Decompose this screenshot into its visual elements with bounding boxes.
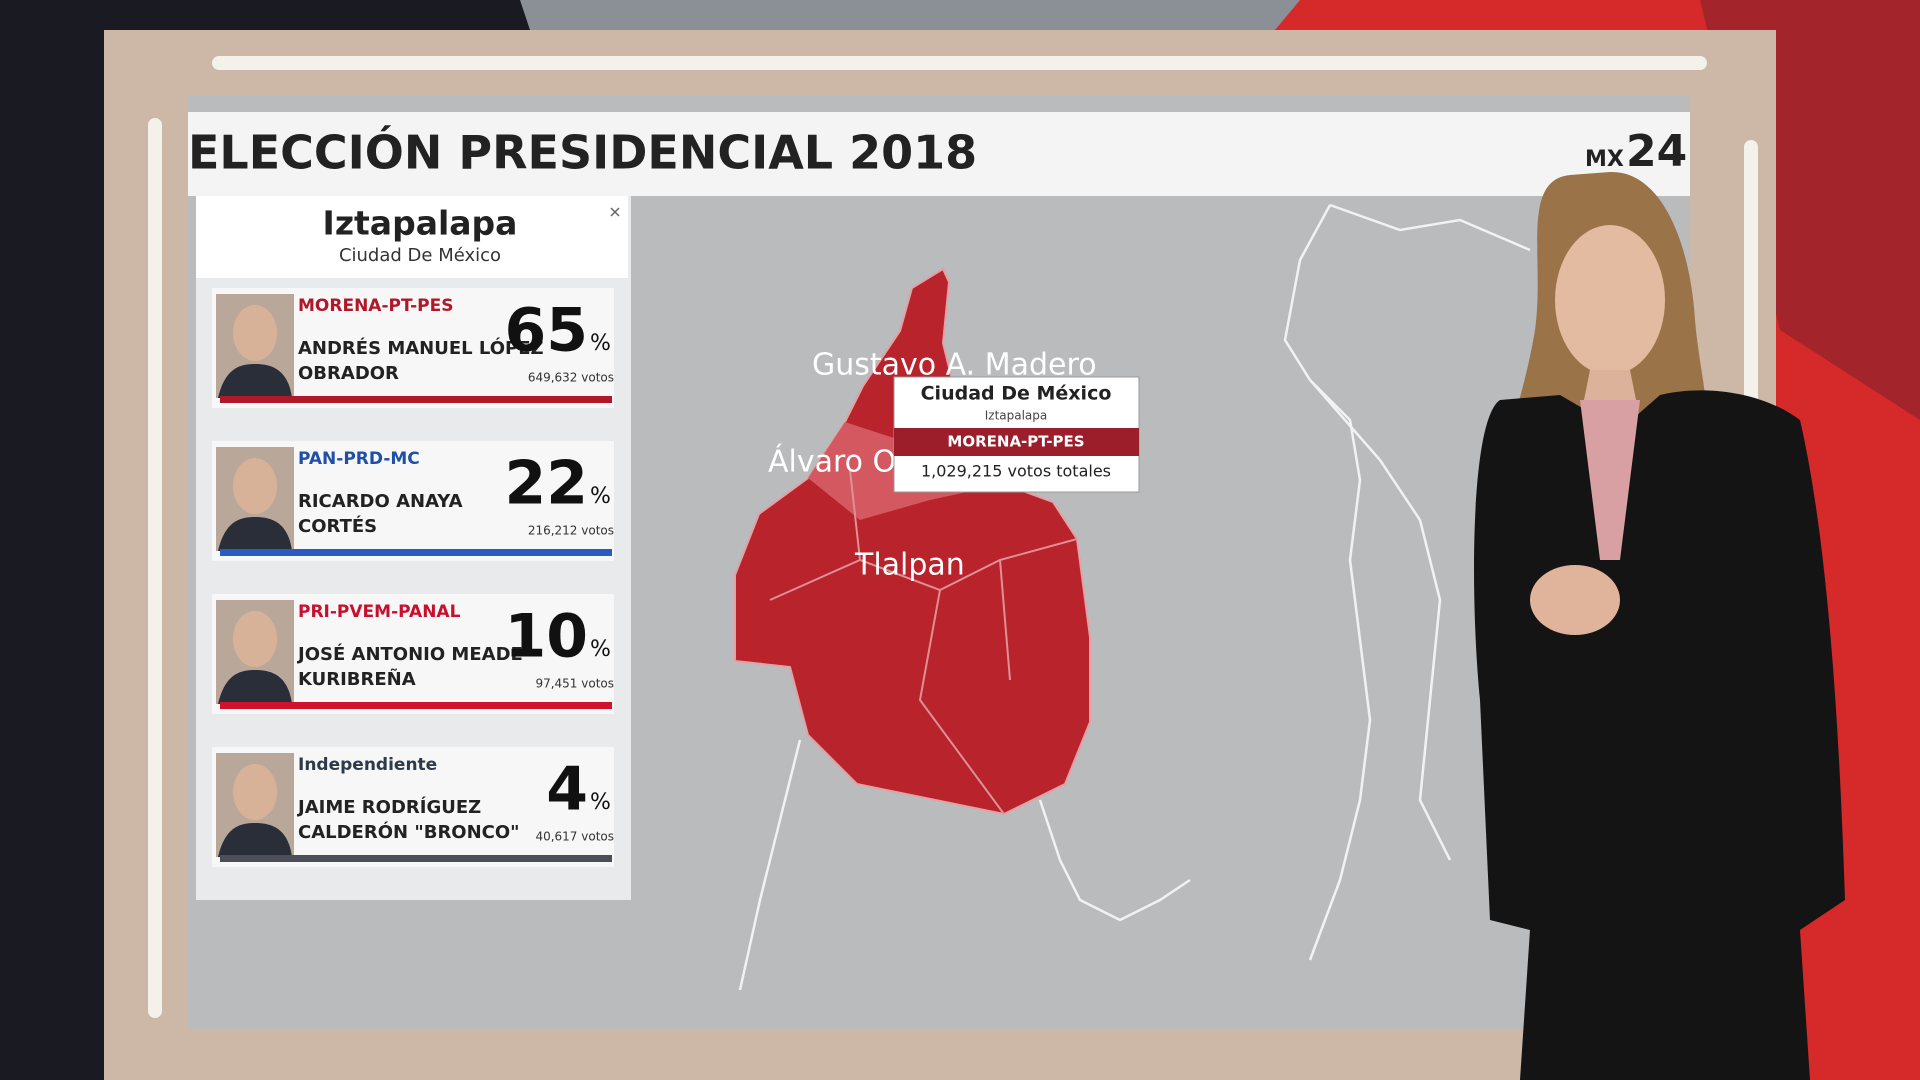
close-icon[interactable] [610, 207, 620, 217]
jacket [1474, 390, 1845, 1080]
candidate-name: JAIME RODRÍGUEZ [296, 796, 481, 818]
borough-borders [769, 469, 1078, 815]
header-bar [188, 112, 1690, 196]
header-title: ELECCIÓN PRESIDENCIAL 2018 [188, 126, 977, 180]
result-bar [220, 396, 612, 403]
hands [1530, 565, 1620, 635]
percent-unit: % [590, 331, 611, 356]
party: PAN-PRD-MC [298, 449, 420, 469]
percent-unit: % [590, 790, 611, 815]
presenter [1474, 171, 1845, 1080]
result-bar [220, 549, 612, 556]
candidate-card: PAN-PRD-MC RICARDO ANAYA CORTÉS 22 % 216,212 … [212, 441, 614, 561]
photo-suit [218, 364, 292, 398]
blouse [1580, 400, 1640, 560]
candidate-card: PRI-PVEM-PANAL JOSÉ ANTONIO MEADEKURIBREÑ… [212, 594, 614, 714]
tooltip-party-bg [894, 428, 1139, 456]
party: PRI-PVEM-PANAL [298, 602, 461, 622]
party: Independiente [298, 755, 437, 775]
photo-face [233, 305, 277, 361]
result-bar [220, 855, 612, 862]
photo-suit [218, 823, 292, 857]
map-label: Tlalpan [854, 548, 965, 583]
tooltip-party: MORENA-PT-PES [947, 433, 1084, 451]
logo-prefix: MX [1585, 147, 1624, 172]
votes: 40,617 votos [535, 830, 614, 844]
percent: 4 [546, 755, 588, 825]
results-panel: Iztapalapa Ciudad De México MORENA-PT-PE… [196, 196, 631, 900]
percent-unit: % [590, 637, 611, 662]
candidate-name: KURIBREÑA [298, 667, 416, 690]
tooltip: Ciudad De México Iztapalapa MORENA-PT-PE… [893, 376, 1140, 493]
result-bar [220, 702, 612, 709]
photo-suit [218, 517, 292, 551]
percent: 10 [505, 602, 589, 672]
candidate-card: Independiente JAIME RODRÍGUEZ CALDERÓN "BR… [212, 747, 614, 867]
logo-number: 24 [1626, 126, 1687, 177]
candidate-name: JOSÉ ANTONIO MEADE [296, 643, 523, 665]
light-strip [148, 118, 162, 1018]
percent: 22 [505, 449, 589, 519]
party: MORENA-PT-PES [298, 296, 453, 316]
votes: 216,212 votos [528, 524, 614, 538]
candidate-card: MORENA-PT-PES ANDRÉS MANUEL LÓPEZ OBRADOR 6… [212, 288, 614, 408]
percent: 65 [505, 296, 589, 366]
tooltip-total: 1,029,215 votos totales [921, 462, 1111, 481]
tooltip-title: Ciudad De México [921, 383, 1112, 405]
votes: 97,451 votos [535, 677, 614, 691]
light-strip [212, 56, 1707, 70]
photo-face [233, 611, 277, 667]
panel-title: Iztapalapa [323, 204, 518, 243]
candidate-name: OBRADOR [298, 363, 399, 384]
candidate-name: CALDERÓN "BRONCO" [298, 821, 520, 843]
panel-header [196, 196, 628, 278]
photo-face [233, 458, 277, 514]
panel-subtitle: Ciudad De México [339, 245, 501, 266]
candidate-name: RICARDO ANAYA [298, 491, 463, 512]
candidate-name: ANDRÉS MANUEL LÓPEZ [298, 337, 544, 359]
state-borders [738, 203, 1531, 991]
tooltip-subtitle: Iztapalapa [985, 409, 1048, 423]
votes: 649,632 votos [528, 371, 614, 385]
candidate-name: CORTÉS [298, 515, 377, 537]
photo-suit [218, 670, 292, 704]
photo-face [233, 764, 277, 820]
percent-unit: % [590, 484, 611, 509]
face [1555, 225, 1665, 375]
